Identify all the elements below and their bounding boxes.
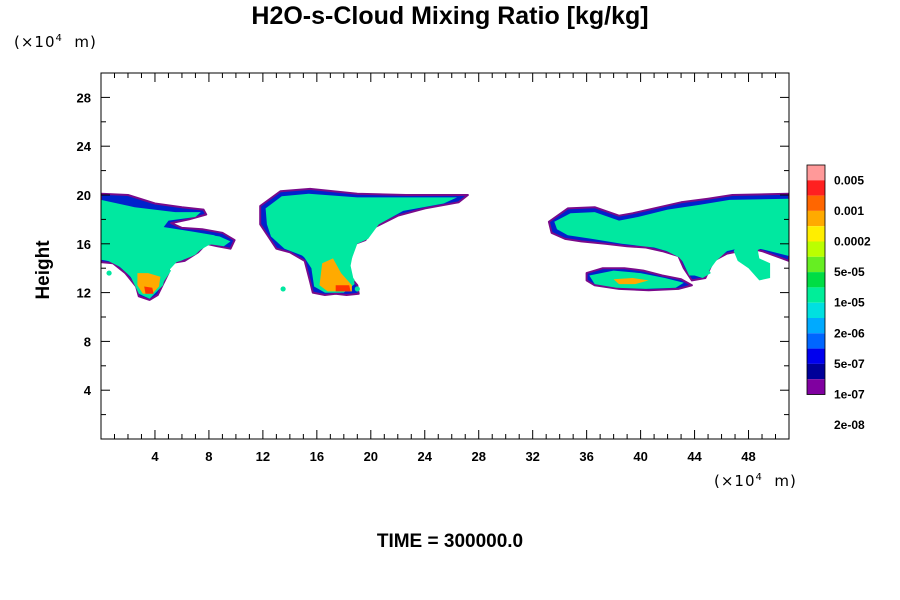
colorbar-swatch [807, 210, 825, 227]
colorbar-label: 1e-07 [834, 388, 865, 402]
cloud-spot [106, 270, 112, 276]
colorbar-swatch [807, 195, 825, 211]
x-tick-label: 44 [687, 449, 702, 464]
cloud-spot [349, 277, 355, 283]
y-axis-unit: (×104 m) [14, 33, 97, 51]
colorbar-swatch [807, 333, 825, 349]
colorbar-swatch [807, 165, 825, 181]
y-tick-label: 12 [77, 286, 91, 301]
colorbar-swatch [807, 241, 825, 257]
colorbar-swatch [807, 180, 825, 196]
y-axis-label: Height [33, 240, 54, 300]
x-tick-label: 4 [151, 449, 159, 464]
y-tick-label: 24 [77, 139, 92, 154]
cloud-region-1 [101, 192, 236, 301]
cloud-contour-layer [753, 265, 768, 280]
y-unit-exponent: 4 [55, 33, 63, 44]
x-tick-label: 24 [418, 449, 433, 464]
x-tick-label: 36 [579, 449, 593, 464]
colorbar-swatch [807, 348, 825, 364]
plot-frame [100, 72, 790, 440]
colorbar-swatch [807, 226, 825, 242]
colorbar-swatch [807, 256, 825, 273]
colorbar-label: 5e-05 [834, 265, 865, 279]
cloud-contour-layer [319, 258, 352, 292]
colorbar-label: 1e-05 [834, 296, 865, 310]
cloud-region-4 [585, 267, 693, 292]
colorbar-swatch [807, 302, 825, 318]
cloud-contour-layer [335, 285, 351, 292]
colorbar-label: 0.0002 [834, 235, 871, 249]
cloud-region-3 [547, 192, 789, 282]
x-tick-label: 28 [471, 449, 485, 464]
x-axis-unit: (×104 m) [714, 472, 797, 490]
colorbar-label: 2e-08 [834, 418, 865, 432]
colorbar-swatch [807, 272, 825, 288]
y-axis: 4 8 12 16 20 24 28 [77, 90, 789, 416]
y-tick-label: 4 [84, 383, 92, 398]
colorbar-label: 2e-06 [834, 326, 865, 340]
cloud-contour-layer [694, 263, 711, 278]
x-tick-label: 40 [633, 449, 647, 464]
colorbar-swatch [807, 379, 825, 395]
cloud-contour-layer [271, 197, 447, 293]
cloud-contour-layer [683, 236, 717, 276]
x-unit-exponent: 4 [755, 472, 763, 483]
colorbar-swatch [807, 363, 825, 380]
y-unit-suffix: m) [62, 33, 97, 51]
cloud-contour-layer [137, 273, 161, 294]
colorbar-frame [806, 164, 826, 395]
y-tick-label: 28 [77, 90, 91, 105]
colorbar-swatch [807, 287, 825, 303]
x-tick-label: 12 [256, 449, 270, 464]
x-unit-suffix: m) [762, 472, 797, 490]
colorbar-label: 5e-07 [834, 357, 865, 371]
x-axis: 4 8 12 16 20 24 28 32 36 40 44 48 [113, 73, 777, 464]
x-tick-label: 20 [364, 449, 378, 464]
cloud-spot [354, 286, 360, 292]
colorbar-legend: 0.005 0.001 0.0002 5e-05 1e-05 2e-06 5e-07 1e-0… [806, 164, 871, 432]
colorbar-swatch [807, 318, 825, 334]
x-tick-label: 32 [525, 449, 539, 464]
y-tick-label: 20 [77, 188, 91, 203]
time-label: TIME = 300000.0 [376, 531, 524, 552]
x-unit-prefix: (×10 [714, 472, 756, 490]
cloud-contour-layer [613, 278, 649, 285]
colorbar-label: 0.005 [834, 173, 864, 187]
x-tick-label: 48 [741, 449, 755, 464]
chart-title: H2O-s-Cloud Mixing Ratio [kg/kg] [251, 2, 649, 30]
contour-fields [101, 187, 789, 301]
x-tick-label: 8 [205, 449, 212, 464]
x-tick-label: 16 [310, 449, 324, 464]
cloud-spot [280, 286, 286, 292]
y-unit-prefix: (×10 [14, 33, 56, 51]
y-tick-label: 8 [84, 334, 91, 349]
cloud-region-5 [106, 270, 360, 292]
cloud-region-2 [259, 187, 469, 296]
cloud-contour-layer [144, 286, 154, 294]
y-tick-label: 16 [77, 237, 91, 252]
colorbar-label: 0.001 [834, 204, 864, 218]
